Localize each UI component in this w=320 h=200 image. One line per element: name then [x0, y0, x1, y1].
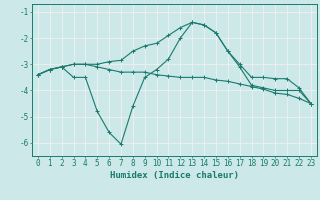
X-axis label: Humidex (Indice chaleur): Humidex (Indice chaleur)	[110, 171, 239, 180]
